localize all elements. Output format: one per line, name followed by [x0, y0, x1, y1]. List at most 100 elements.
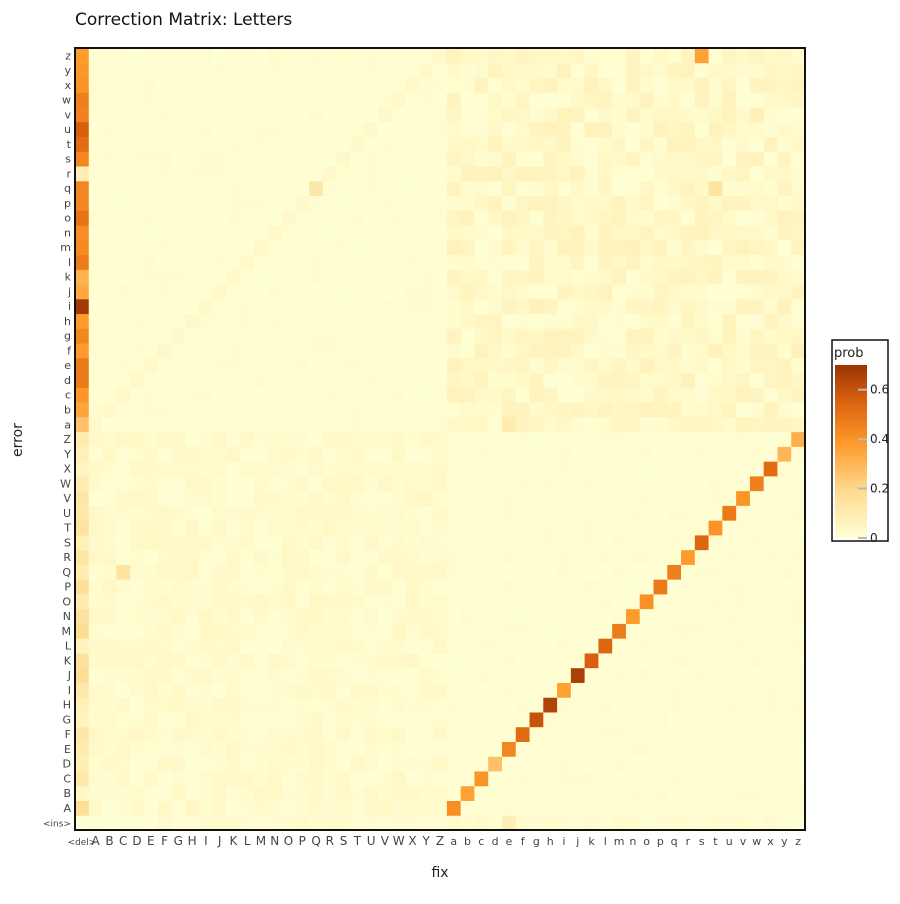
- heatmap-cell: [198, 225, 214, 241]
- heatmap-cell: [322, 667, 338, 683]
- heatmap-cell: [336, 136, 351, 152]
- heatmap-cell: [226, 461, 241, 477]
- heatmap-cell: [749, 785, 765, 801]
- heatmap-cell: [763, 623, 778, 639]
- heatmap-cell: [515, 225, 531, 241]
- heatmap-cell: [281, 564, 296, 580]
- heatmap-cell: [460, 284, 475, 300]
- heatmap-cell: [639, 564, 654, 580]
- heatmap-cell: [667, 490, 682, 506]
- heatmap-cell: [364, 564, 379, 580]
- heatmap-cell: [488, 136, 503, 152]
- heatmap-cell: [749, 107, 765, 123]
- heatmap-cell: [295, 534, 310, 551]
- heatmap-cell: [543, 682, 558, 698]
- y-tick-label: X: [63, 463, 71, 476]
- heatmap-cell: [433, 284, 448, 300]
- heatmap-cell: [391, 239, 407, 256]
- heatmap-cell: [212, 475, 228, 492]
- heatmap-cell: [667, 726, 682, 742]
- heatmap-cell: [653, 92, 668, 108]
- heatmap-cell: [598, 534, 613, 551]
- x-tick-label: d: [492, 835, 499, 848]
- heatmap-cell: [488, 180, 503, 197]
- heatmap-cell: [749, 328, 765, 344]
- heatmap-cell: [736, 638, 751, 654]
- heatmap-cell: [378, 210, 393, 226]
- heatmap-cell: [488, 638, 503, 654]
- heatmap-cell: [364, 711, 379, 728]
- heatmap-cell: [681, 313, 696, 329]
- heatmap-cell: [501, 92, 517, 108]
- heatmap-cell: [584, 254, 599, 270]
- heatmap-cell: [446, 549, 462, 565]
- heatmap-cell: [75, 210, 90, 226]
- heatmap-cell: [639, 372, 654, 388]
- heatmap-cell: [143, 800, 159, 816]
- heatmap-cell: [474, 741, 489, 757]
- heatmap-cell: [515, 343, 531, 359]
- heatmap-cell: [515, 136, 531, 152]
- heatmap-cell: [419, 328, 434, 344]
- heatmap-cell: [171, 431, 186, 447]
- heatmap-cell: [598, 372, 613, 388]
- heatmap-cell: [749, 461, 765, 477]
- heatmap-cell: [309, 800, 324, 816]
- heatmap-cell: [446, 564, 462, 580]
- y-tick-label: r: [66, 167, 71, 180]
- heatmap-cell: [281, 402, 296, 418]
- heatmap-cell: [446, 210, 462, 226]
- heatmap-cell: [171, 328, 186, 344]
- heatmap-cell: [75, 741, 90, 757]
- heatmap-cell: [777, 446, 792, 462]
- heatmap-cell: [116, 697, 131, 713]
- heatmap-cell: [212, 387, 228, 403]
- heatmap-cell: [529, 741, 544, 757]
- heatmap-cell: [791, 711, 806, 728]
- heatmap-cell: [226, 121, 241, 138]
- heatmap-cell: [130, 121, 145, 138]
- heatmap-cell: [322, 682, 338, 698]
- heatmap-cell: [130, 505, 145, 521]
- heatmap-cell: [763, 697, 778, 713]
- heatmap-cell: [474, 136, 489, 152]
- heatmap-cell: [171, 372, 186, 388]
- heatmap-cell: [75, 505, 90, 521]
- heatmap-cell: [653, 136, 668, 152]
- heatmap-cell: [130, 195, 145, 211]
- heatmap-cell: [102, 593, 117, 610]
- heatmap-cell: [749, 579, 765, 595]
- heatmap-cell: [336, 608, 351, 624]
- heatmap-cell: [681, 475, 696, 492]
- heatmap-cell: [88, 372, 104, 388]
- x-tick-label: S: [340, 834, 348, 848]
- heatmap-cell: [378, 697, 393, 713]
- heatmap-cell: [309, 770, 324, 787]
- heatmap-cell: [681, 564, 696, 580]
- heatmap-cell: [446, 534, 462, 551]
- heatmap-cell: [474, 121, 489, 138]
- heatmap-cell: [185, 549, 200, 565]
- heatmap-cell: [460, 92, 475, 108]
- heatmap-cell: [570, 180, 586, 197]
- heatmap-cell: [391, 520, 407, 536]
- heatmap-cell: [198, 770, 214, 787]
- heatmap-cell: [722, 239, 737, 256]
- heatmap-cell: [777, 62, 792, 78]
- heatmap-cell: [446, 741, 462, 757]
- heatmap-cell: [254, 48, 269, 64]
- heatmap-cell: [102, 48, 117, 64]
- heatmap-cell: [557, 298, 572, 315]
- heatmap-cell: [515, 549, 531, 565]
- heatmap-cell: [364, 461, 379, 477]
- heatmap-cell: [625, 77, 641, 93]
- heatmap-cell: [749, 254, 765, 270]
- heatmap-cell: [226, 638, 241, 654]
- heatmap-cell: [75, 770, 90, 787]
- heatmap-cell: [419, 48, 434, 64]
- heatmap-cell: [281, 697, 296, 713]
- heatmap-cell: [488, 623, 503, 639]
- heatmap-cell: [598, 741, 613, 757]
- heatmap-cell: [254, 431, 269, 447]
- heatmap-cell: [681, 431, 696, 447]
